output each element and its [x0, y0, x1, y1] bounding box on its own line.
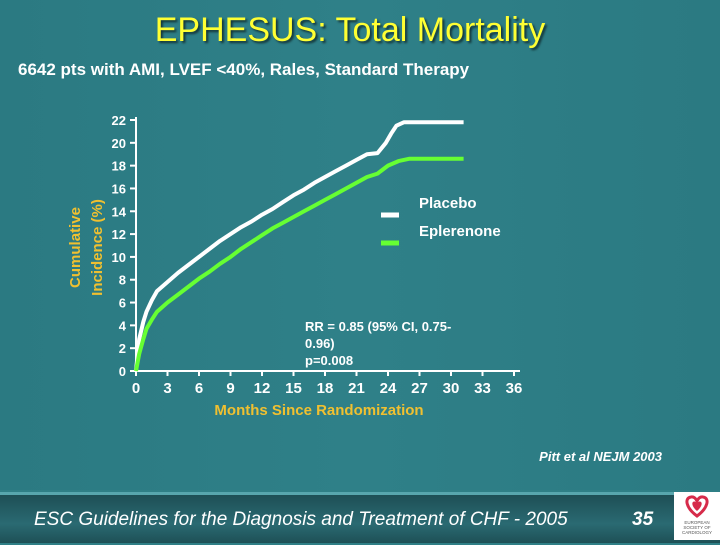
- x-tick-label: 12: [254, 380, 271, 397]
- x-tick-label: 9: [226, 380, 234, 397]
- x-tick-label: 30: [443, 380, 460, 397]
- chart-series: [134, 120, 464, 372]
- y-tick-label: 14: [112, 204, 127, 219]
- slide-title: EPHESUS: Total Mortality: [154, 11, 546, 49]
- citation: Pitt et al NEJM 2003: [539, 449, 662, 464]
- x-tick-label: 18: [317, 380, 334, 397]
- svg-text:CARDIOLOGY: CARDIOLOGY: [682, 530, 712, 535]
- y-axis-label: Cumulative: [67, 207, 84, 288]
- stats-annotation: p=0.008: [305, 353, 353, 368]
- y-tick-label: 4: [119, 318, 127, 333]
- x-tick-label: 24: [380, 380, 397, 397]
- x-tick-label: 3: [163, 380, 171, 397]
- x-tick-label: 0: [132, 380, 140, 397]
- slide-subtitle: 6642 pts with AMI, LVEF <40%, Rales, Sta…: [18, 60, 470, 79]
- footer-text: ESC Guidelines for the Diagnosis and Tre…: [34, 509, 568, 530]
- footer-bar: [0, 492, 720, 543]
- y-tick-label: 6: [119, 296, 126, 311]
- y-tick-label: 8: [119, 273, 126, 288]
- y-tick-label: 16: [112, 181, 126, 196]
- x-tick-label: 36: [506, 380, 523, 397]
- y-tick-label: 0: [119, 364, 126, 379]
- chart-legend: Placebo Eplerenone: [381, 195, 501, 246]
- x-tick-label: 27: [411, 380, 428, 397]
- x-tick-label: 15: [285, 380, 302, 397]
- legend-label-eplerenone: Eplerenone: [419, 223, 501, 240]
- stats-annotation: RR = 0.85 (95% CI, 0.75-: [305, 319, 451, 334]
- heart-icon: EUROPEAN SOCIETY OF CARDIOLOGY: [682, 495, 712, 535]
- stats-annotation: 0.96): [305, 336, 335, 351]
- y-tick-label: 12: [112, 227, 126, 242]
- x-axis-label: Months Since Randomization: [214, 402, 423, 419]
- y-tick-label: 10: [112, 250, 126, 265]
- x-tick-label: 6: [195, 380, 203, 397]
- y-tick-label: 20: [112, 136, 126, 151]
- esc-logo: EUROPEAN SOCIETY OF CARDIOLOGY: [674, 492, 720, 540]
- x-tick-label: 33: [474, 380, 491, 397]
- series-line-placebo: [134, 120, 464, 372]
- slide-background: [0, 0, 720, 490]
- chart-annotation: RR = 0.85 (95% CI, 0.75- 0.96) p=0.008: [305, 319, 451, 368]
- svg-text:SOCIETY OF: SOCIETY OF: [683, 525, 710, 530]
- x-tick-label: 21: [348, 380, 365, 397]
- series-line-eplerenone: [134, 156, 464, 372]
- y-axis-label: Incidence (%): [89, 199, 106, 296]
- y-tick-label: 18: [112, 159, 126, 174]
- y-tick-label: 22: [112, 113, 126, 128]
- svg-text:EUROPEAN: EUROPEAN: [684, 520, 709, 525]
- y-tick-label: 2: [119, 341, 126, 356]
- legend-label-placebo: Placebo: [419, 195, 477, 212]
- page-number: 35: [632, 509, 654, 530]
